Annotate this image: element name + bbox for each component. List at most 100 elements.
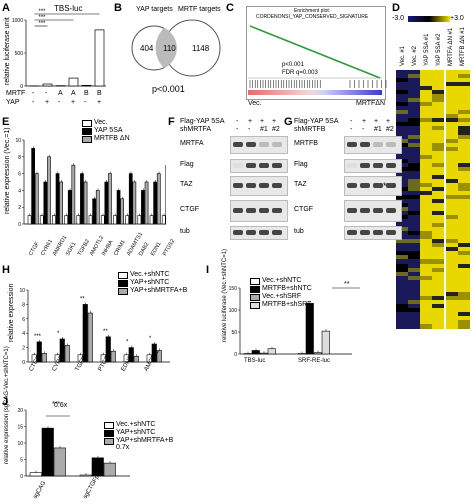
heatmap-cell (420, 102, 432, 107)
scale-max: +3.0 (450, 15, 464, 22)
heatmap-cell (396, 215, 408, 220)
heatmap-cell (420, 199, 432, 204)
heatmap-column-label: Vec. #1 (400, 45, 406, 66)
heatmap-cell (446, 130, 458, 135)
y-tick-label: 8 (18, 155, 21, 161)
heatmap-cell (420, 207, 432, 212)
legend-label: Vec.+shNTC (262, 277, 302, 284)
heatmap-cell (396, 271, 408, 277)
heatmap-cell (408, 70, 420, 75)
heatmap-cell (396, 134, 408, 140)
heatmap-cell (458, 90, 470, 95)
heatmap-cell (408, 146, 420, 152)
heatmap-cell (446, 199, 458, 204)
heatmap-cell (446, 243, 458, 248)
sig-marker: *** (34, 334, 42, 340)
sig-marker: * (57, 331, 60, 337)
legend-label: Vec.+shSRF (262, 293, 302, 300)
bar (55, 173, 60, 225)
heatmap-cell (446, 267, 458, 273)
y-tick-label: 10 (15, 138, 21, 144)
blot-band (272, 163, 282, 168)
heatmap-cell (420, 138, 432, 144)
heatmap-column-label: MRTFA ΔN #1 (448, 27, 454, 66)
bar (64, 215, 68, 225)
heatmap-cell (408, 98, 420, 103)
heatmap-cell (396, 90, 408, 95)
heatmap-cell (408, 227, 420, 232)
heatmap-cell (458, 215, 470, 220)
bar (79, 474, 92, 477)
blot-row-label: CTGF (180, 206, 200, 213)
bar (80, 173, 84, 225)
heatmap-cell (396, 142, 408, 148)
heatmap-cell (458, 106, 470, 111)
heatmap-cell (432, 291, 444, 297)
heatmap-cell (408, 299, 420, 305)
blot-band (373, 230, 383, 235)
heatmap-cell (420, 215, 432, 220)
heatmap-cell (446, 126, 458, 131)
panel-a: A TBS-luc relative luciferase unit 0 500 1… (0, 0, 112, 110)
y-tick-label: 1000 (12, 18, 23, 24)
heatmap-cell (432, 190, 444, 196)
panel-f: F Flag-YAP 5SA shMRTFA - + + + - - #1 #2 MRTFA Fl… (166, 114, 288, 260)
heatmap-cell (446, 315, 458, 321)
heatmap-cell (432, 82, 444, 87)
heatmap-cell (458, 130, 470, 135)
blot-band (259, 142, 269, 147)
heatmap-cell (396, 154, 408, 160)
heatmap-cell (420, 170, 432, 176)
heatmap-cell (408, 194, 420, 200)
blot-band (360, 163, 370, 168)
panel-label: I (206, 264, 210, 276)
bar (94, 29, 105, 87)
heatmap-cell (420, 82, 432, 87)
legend-swatch (104, 438, 114, 445)
gsea-fdr: FDR q=0.003 (282, 70, 318, 76)
legend-swatch (82, 128, 92, 135)
sig-marker: ** (80, 296, 85, 302)
blot-row-label: Flag (294, 161, 308, 168)
heatmap-cell (408, 190, 420, 196)
heatmap-cell (458, 311, 470, 317)
heatmap-cell (420, 190, 432, 196)
venn-right-title: MRTF targets (178, 6, 221, 13)
bar-chart-j: 0 5 10 15 20 sgCAG sgCTGFp *** (17, 401, 130, 500)
heatmap-cell (408, 94, 420, 99)
row-label-yap: YAP (6, 99, 20, 106)
heatmap-cell (396, 94, 408, 99)
legend-swatch (104, 430, 114, 437)
bar (156, 350, 162, 363)
y-tick-label: 10 (17, 441, 23, 447)
panel-label: J (2, 396, 9, 408)
heatmap-cell (432, 235, 444, 240)
heatmap-cell (408, 162, 420, 168)
heatmap-cell (396, 323, 408, 329)
gsea-title: CORDENONSI_YAP_CONSERVED_SIGNATURE (256, 14, 369, 20)
heatmap-cell (420, 295, 432, 301)
bar (305, 303, 314, 355)
bar (88, 215, 93, 225)
heatmap-cell (432, 170, 444, 176)
heatmap-cell (432, 275, 444, 281)
y-tick-label: 0 (22, 360, 25, 366)
heatmap-cell (458, 118, 470, 123)
heatmap-cell (396, 235, 408, 240)
bar (95, 190, 100, 225)
flag-label: Flag-YAP 5SA (294, 118, 339, 125)
heatmap-cell (432, 199, 444, 204)
heatmap-cell (420, 150, 432, 156)
y-tick-label: 4 (22, 331, 25, 337)
panel-label: G (284, 116, 293, 128)
y-tick-label: 5 (20, 458, 23, 464)
bar (52, 215, 56, 225)
lane-sh-value: - (236, 126, 239, 133)
heatmap-cell (420, 70, 432, 75)
heatmap-cell (446, 162, 458, 168)
heatmap-cell (432, 114, 444, 119)
heatmap-cell (458, 263, 470, 269)
heatmap-cell (458, 114, 470, 119)
color-scale (408, 16, 450, 22)
